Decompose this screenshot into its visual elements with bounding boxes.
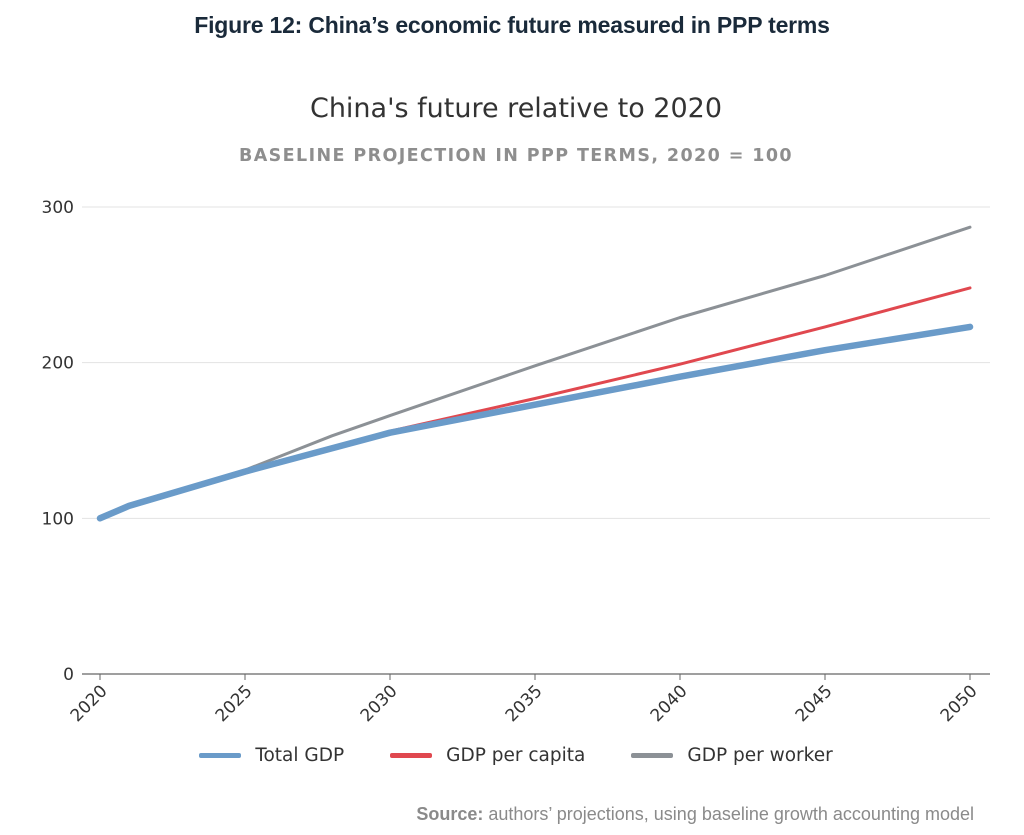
source-label: Source: — [416, 804, 484, 824]
legend-item: GDP per capita — [390, 745, 585, 766]
x-tick-label: 2050 — [937, 681, 982, 726]
legend-swatch — [631, 753, 674, 758]
chart-subtitle: BASELINE PROJECTION IN PPP TERMS, 2020 =… — [239, 146, 793, 166]
legend-swatch — [390, 753, 433, 758]
y-tick-label: 100 — [42, 509, 74, 529]
x-tick-label: 2035 — [502, 681, 547, 726]
legend-label: GDP per capita — [446, 745, 586, 766]
series-line-total-gdp — [96, 323, 974, 522]
x-tick-label: 2025 — [212, 681, 257, 726]
x-tick-label: 2045 — [792, 681, 837, 726]
legend-swatch — [199, 753, 242, 758]
legend-label: GDP per worker — [687, 745, 833, 766]
figure-title: Figure 12: China’s economic future measu… — [194, 12, 830, 38]
y-tick-label: 200 — [42, 354, 74, 374]
x-tick-label: 2030 — [357, 681, 402, 726]
y-tick-label: 300 — [42, 198, 74, 218]
legend: Total GDP GDP per capita GDP per worker — [0, 745, 1024, 766]
chart-title: China's future relative to 2020 — [309, 93, 723, 124]
source-note: Source: authors’ projections, using base… — [416, 804, 974, 825]
y-tick-label: 0 — [63, 665, 74, 685]
series-lines — [96, 225, 974, 522]
grid-lines — [82, 206, 990, 519]
tick-labels: 0 100 200 300 2020 2025 2030 2035 2040 2045 2050 — [42, 198, 982, 726]
legend-item: Total GDP — [199, 745, 344, 766]
legend-label: Total GDP — [255, 745, 345, 766]
axes — [82, 673, 990, 680]
x-tick-label: 2040 — [647, 681, 692, 726]
x-tick-label: 2020 — [67, 681, 112, 726]
legend-item: GDP per worker — [631, 745, 833, 766]
source-text: authors’ projections, using baseline gro… — [483, 804, 974, 824]
